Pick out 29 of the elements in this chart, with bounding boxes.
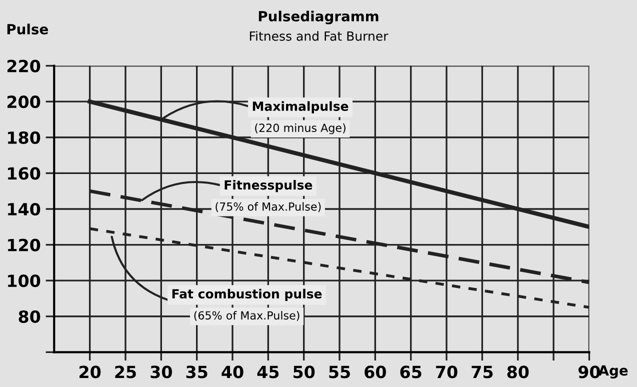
y-tick-label: 80 — [18, 310, 40, 323]
y-tick-label: 120 — [8, 238, 40, 252]
chart-title: Pulsediagramm — [258, 10, 378, 24]
annotation: Maximalpulse (220 minus Age) — [252, 101, 348, 134]
y-axis-title: Pulse — [7, 24, 48, 34]
x-tick-label: 40 — [222, 366, 244, 378]
x-tick-label: 65 — [400, 366, 422, 378]
y-tick-label: 220 — [7, 60, 40, 72]
x-tick-label: 25 — [115, 366, 136, 378]
x-tick-label: 50 — [294, 366, 315, 378]
x-tick-label: 20 — [80, 366, 101, 378]
x-tick-label: 45 — [257, 366, 279, 378]
x-tick-label: 75 — [472, 366, 493, 378]
y-tick-label: 160 — [8, 167, 40, 180]
x-tick-label: 55 — [329, 366, 350, 378]
x-tick-label: 60 — [364, 366, 386, 378]
annotation: Fitnesspulse (75% of Max.Pulse) — [216, 180, 321, 212]
y-tick-label: 100 — [8, 274, 40, 288]
x-tick-label: 80 — [507, 366, 529, 378]
x-tick-label: 35 — [186, 366, 208, 378]
y-tick-label: 180 — [8, 131, 40, 144]
y-tick-label: 140 — [8, 202, 40, 216]
annotation: Fat combustion pulse (65% of Max.Pulse) — [172, 288, 322, 321]
chart-subtitle: Fitness and Fat Burner — [250, 31, 388, 41]
x-tick-label: 30 — [150, 366, 172, 378]
y-tick-label: 200 — [7, 96, 40, 108]
x-tick-label: 70 — [436, 366, 458, 378]
x-tick-label: 90 — [578, 366, 600, 378]
x-axis-title: Age — [598, 365, 628, 378]
